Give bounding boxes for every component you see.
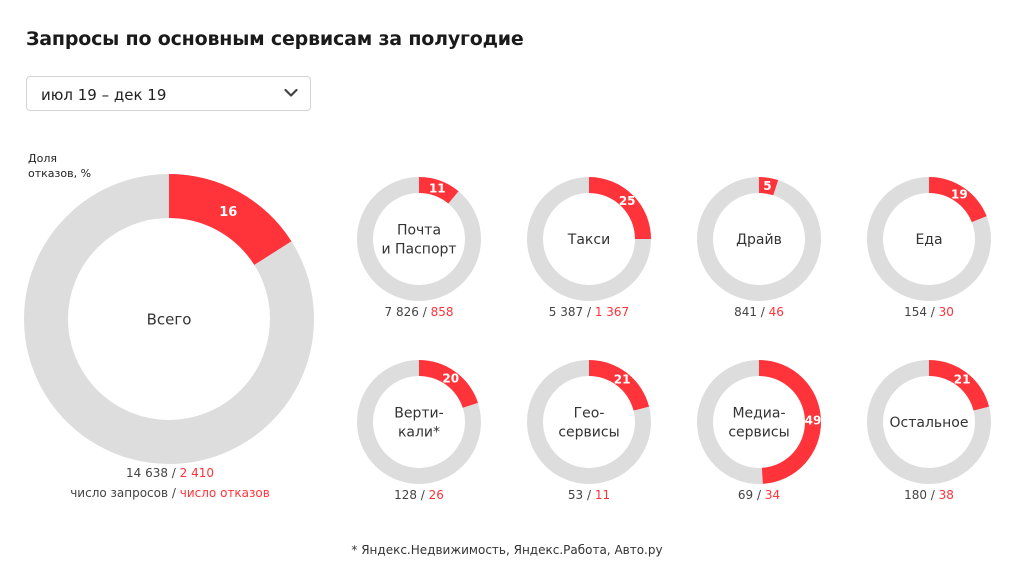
period-select[interactable]: июл 19 – дек 19 <box>26 76 311 111</box>
total-counts: 14 638 / 2 410 <box>0 466 340 480</box>
service-3-refusal-slice <box>929 177 987 223</box>
service-refusals: 38 <box>938 488 954 502</box>
service-counts-5: 53 / 11 <box>524 488 654 502</box>
share-label-line1: Доля <box>28 152 57 165</box>
service-counts-6: 69 / 34 <box>694 488 824 502</box>
service-5-name-line1: Гео- <box>574 406 605 422</box>
service-refusals: 46 <box>768 305 784 319</box>
service-separator: / <box>583 488 595 502</box>
service-4-name-line1: Верти- <box>394 406 443 422</box>
service-refusals: 30 <box>938 305 954 319</box>
legend-requests-label: число запросов <box>70 486 169 500</box>
service-refusals: 34 <box>764 488 781 502</box>
period-select-value: июл 19 – дек 19 <box>41 86 167 104</box>
service-0-track <box>357 177 481 301</box>
service-4-name-line2: кали* <box>398 424 440 440</box>
service-0-refusal-slice <box>419 177 459 204</box>
service-2-share-label: 5 <box>763 179 771 193</box>
service-separator: / <box>926 488 939 502</box>
service-separator: / <box>583 305 595 319</box>
service-requests: 53 <box>567 488 584 502</box>
total-requests: 14 638 <box>125 466 168 480</box>
service-separator: / <box>418 305 431 319</box>
service-separator: / <box>416 488 429 502</box>
service-7-name-line1: Остальное <box>890 415 969 431</box>
service-1-share-label: 25 <box>619 194 636 208</box>
total-share-label: 16 <box>219 205 237 220</box>
service-refusals: 26 <box>428 488 444 502</box>
service-counts-3: 154 / 30 <box>864 305 994 319</box>
service-counts-7: 180 / 38 <box>864 488 994 502</box>
service-0-name-line1: Почта <box>397 223 441 239</box>
total-refusal-slice <box>169 174 292 265</box>
service-6-share-label: 49 <box>805 414 822 428</box>
service-6-name-line1: Медиа- <box>732 406 785 422</box>
legend-refusals-label: число отказов <box>179 486 270 500</box>
service-3-name-line1: Еда <box>915 232 942 248</box>
service-2-name-line1: Драйв <box>736 232 782 248</box>
service-requests: 841 <box>734 305 757 319</box>
service-counts-2: 841 / 46 <box>694 305 824 319</box>
service-counts-0: 7 826 / 858 <box>354 305 484 319</box>
chevron-down-icon <box>284 88 298 97</box>
service-refusals: 858 <box>430 305 454 319</box>
service-requests: 69 <box>737 488 754 502</box>
page-title: Запросы по основным сервисам за полугоди… <box>26 28 524 50</box>
service-5-share-label: 21 <box>614 373 631 387</box>
service-requests: 180 <box>904 488 927 502</box>
service-6-refusal-slice <box>759 360 822 484</box>
service-0-share-label: 11 <box>429 182 446 196</box>
service-counts-4: 128 / 26 <box>354 488 484 502</box>
service-requests: 128 <box>394 488 417 502</box>
service-requests: 7 826 <box>384 305 419 319</box>
share-label-line2: отказов, % <box>28 167 92 180</box>
counts-legend: число запросов / число отказов <box>0 486 340 500</box>
legend-separator: / <box>168 486 180 500</box>
service-7-refusal-slice <box>929 360 990 411</box>
service-separator: / <box>756 305 769 319</box>
service-refusals: 1 367 <box>594 305 630 319</box>
service-5-name-line2: сервисы <box>558 424 619 440</box>
service-refusals: 11 <box>594 488 611 502</box>
total-separator: / <box>167 466 180 480</box>
service-requests: 154 <box>904 305 927 319</box>
share-label: Доля отказов, % <box>28 151 118 181</box>
service-4-share-label: 20 <box>442 372 459 386</box>
service-3-share-label: 19 <box>951 188 968 202</box>
service-1-refusal-slice <box>589 177 651 239</box>
service-4-refusal-slice <box>419 360 478 408</box>
service-0-name-line2: и Паспорт <box>381 241 456 257</box>
footnote: * Яндекс.Недвижимость, Яндекс.Работа, Ав… <box>351 543 663 557</box>
service-separator: / <box>926 305 939 319</box>
service-separator: / <box>753 488 765 502</box>
service-requests: 5 387 <box>548 305 584 319</box>
service-5-refusal-slice <box>589 360 650 411</box>
service-counts-1: 5 387 / 1 367 <box>524 305 654 319</box>
service-6-name-line2: сервисы <box>728 424 789 440</box>
total-name-line1: Всего <box>147 310 192 328</box>
service-7-share-label: 21 <box>954 373 971 387</box>
total-refusals: 2 410 <box>179 466 215 480</box>
service-2-refusal-slice <box>759 177 779 196</box>
service-1-name-line1: Такси <box>567 232 610 248</box>
